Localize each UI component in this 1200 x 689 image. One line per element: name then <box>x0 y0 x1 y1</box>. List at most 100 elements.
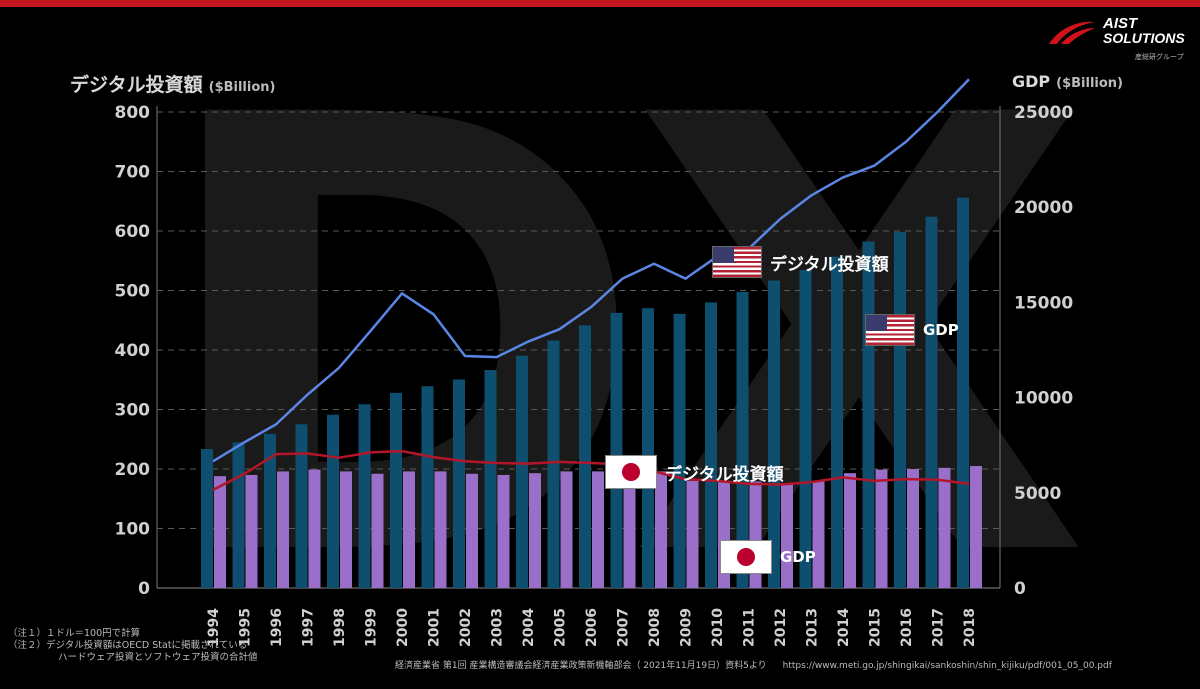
bar-us-gdp <box>642 308 654 588</box>
bar-jp-gdp <box>372 474 384 588</box>
left-tick-label: 300 <box>115 401 151 421</box>
bar-us-gdp <box>422 386 434 588</box>
bar-jp-gdp <box>844 473 856 588</box>
bar-jp-gdp <box>498 475 510 588</box>
bar-jp-gdp <box>214 476 226 588</box>
us-flag-icon <box>712 246 762 278</box>
x-tick-label: 2003 <box>490 608 506 647</box>
left-axis-title-text: デジタル投資額 <box>70 74 203 96</box>
bar-jp-gdp <box>907 469 919 588</box>
bar-us-gdp <box>926 217 938 588</box>
bar-us-gdp <box>233 442 245 588</box>
callout-us-digital-label: デジタル投資額 <box>770 250 889 275</box>
x-tick-label: 2010 <box>710 608 726 647</box>
x-tick-label: 2005 <box>553 608 569 647</box>
right-tick-label: 25000 <box>1014 103 1073 123</box>
bar-us-gdp <box>579 325 591 588</box>
bar-jp-gdp <box>309 470 321 588</box>
logo-wordmark: AIST SOLUTIONS <box>1103 16 1185 45</box>
footnote-1: （注１）１ドル＝100円で計算 <box>8 628 258 640</box>
x-tick-label: 2001 <box>427 608 443 647</box>
right-tick-label: 20000 <box>1014 198 1073 218</box>
x-tick-label: 2000 <box>395 608 411 647</box>
us-flag-icon <box>865 314 915 346</box>
bar-us-gdp <box>831 257 843 588</box>
aist-logo: AIST SOLUTIONS 産総研グループ <box>1047 14 1192 64</box>
x-tick-label: 1996 <box>269 608 285 647</box>
bar-us-gdp <box>548 340 560 588</box>
footnote-3: ハードウェア投資とソフトウェア投資の合計値 <box>8 652 258 664</box>
callout-us-digital: デジタル投資額 <box>712 246 889 278</box>
bar-us-gdp <box>485 370 497 588</box>
bar-jp-gdp <box>970 466 982 588</box>
left-tick-label: 700 <box>115 163 151 183</box>
bar-jp-gdp <box>876 470 888 588</box>
right-tick-label: 15000 <box>1014 293 1073 313</box>
bar-jp-gdp <box>246 475 258 588</box>
x-tick-label: 2016 <box>899 608 915 647</box>
bar-jp-gdp <box>592 471 604 588</box>
bar-us-gdp <box>894 232 906 588</box>
source-url[interactable]: https://www.meti.go.jp/shingikai/sankosh… <box>783 661 1112 671</box>
bar-jp-gdp <box>403 471 415 588</box>
right-tick-label: 10000 <box>1014 389 1073 409</box>
bar-us-gdp <box>201 449 213 588</box>
bar-jp-gdp <box>435 471 447 588</box>
x-tick-label: 2004 <box>521 608 537 647</box>
left-tick-label: 600 <box>115 222 151 242</box>
logo-line2: SOLUTIONS <box>1103 30 1185 46</box>
bar-jp-gdp <box>277 471 289 588</box>
right-axis-title: GDP ($Billion) <box>1012 72 1123 91</box>
bar-us-gdp <box>674 314 686 588</box>
bar-us-gdp <box>453 380 465 588</box>
bar-jp-gdp <box>340 471 352 588</box>
x-tick-label: 2013 <box>805 608 821 647</box>
japan-flag-icon <box>605 455 657 489</box>
x-tick-label: 2015 <box>868 608 884 647</box>
left-tick-label: 400 <box>115 341 151 361</box>
left-tick-label: 500 <box>115 282 151 302</box>
bar-us-gdp <box>516 356 528 588</box>
source-citation: 経済産業省 第1回 産業構造審議会経済産業政策新機軸部会（ 2021年11月19… <box>395 658 1112 671</box>
left-axis-title: デジタル投資額 ($Billion) <box>70 70 275 97</box>
callout-jp-digital-label: デジタル投資額 <box>665 460 784 485</box>
bar-us-gdp <box>296 424 308 588</box>
callout-jp-gdp-label: GDP <box>780 548 816 566</box>
bar-jp-gdp <box>939 468 951 588</box>
callout-jp-gdp: GDP <box>720 540 816 574</box>
x-tick-label: 1997 <box>301 608 317 647</box>
right-axis-unit: ($Billion) <box>1056 76 1123 91</box>
callout-jp-digital: デジタル投資額 <box>605 455 784 489</box>
callout-us-gdp-label: GDP <box>923 321 959 339</box>
x-tick-label: 2018 <box>962 608 978 647</box>
left-tick-label: 100 <box>115 520 151 540</box>
footnotes: （注１）１ドル＝100円で計算 （注２）デジタル投資額はOECD Statに掲載… <box>8 628 258 664</box>
bar-jp-gdp <box>561 471 573 588</box>
bar-jp-gdp <box>466 474 478 588</box>
right-tick-label: 5000 <box>1014 484 1061 504</box>
left-tick-label: 0 <box>138 579 150 599</box>
bar-us-gdp <box>390 393 402 588</box>
x-tick-label: 2006 <box>584 608 600 647</box>
x-tick-label: 2014 <box>836 608 852 647</box>
left-tick-label: 800 <box>115 103 151 123</box>
x-tick-label: 1999 <box>364 608 380 647</box>
x-tick-label: 2011 <box>742 608 758 647</box>
right-tick-label: 0 <box>1014 579 1026 599</box>
x-tick-label: 2002 <box>458 608 474 647</box>
bar-us-gdp <box>705 302 717 588</box>
footnote-2: （注２）デジタル投資額はOECD Statに掲載されている <box>8 640 258 652</box>
x-tick-label: 1998 <box>332 608 348 647</box>
bar-us-gdp <box>957 198 969 588</box>
left-axis-unit: ($Billion) <box>209 80 276 95</box>
bar-jp-gdp <box>687 481 699 588</box>
x-tick-label: 2007 <box>616 608 632 647</box>
callout-us-gdp: GDP <box>865 314 959 346</box>
bar-us-gdp <box>359 404 371 588</box>
logo-subtitle: 産総研グループ <box>1135 52 1184 62</box>
x-tick-label: 2017 <box>931 608 947 647</box>
source-text: 経済産業省 第1回 産業構造審議会経済産業政策新機軸部会（ 2021年11月19… <box>395 661 767 671</box>
right-axis-title-text: GDP <box>1012 72 1050 91</box>
bar-jp-gdp <box>529 473 541 588</box>
